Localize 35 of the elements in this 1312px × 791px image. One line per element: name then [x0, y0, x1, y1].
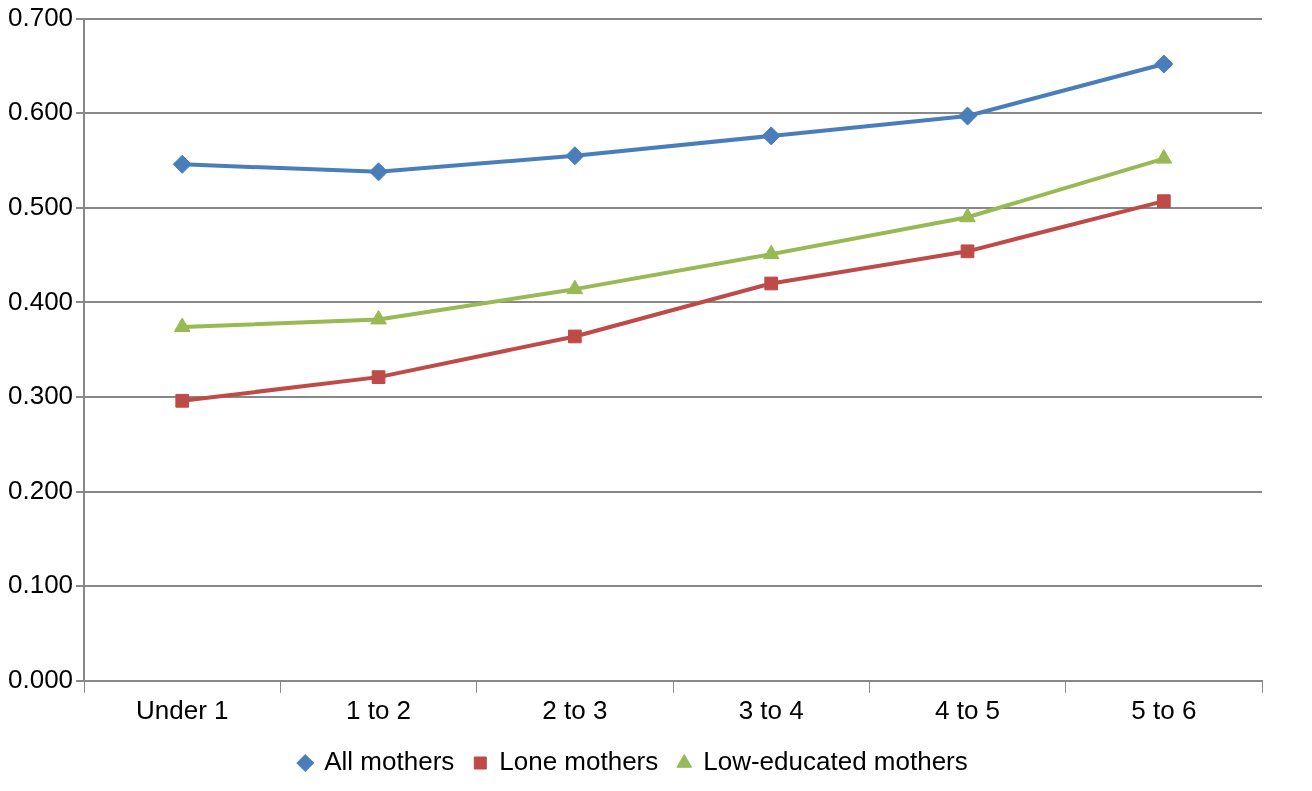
point [369, 162, 389, 182]
point [1154, 54, 1174, 74]
point [566, 279, 584, 295]
point [370, 309, 387, 325]
y-tick-label: 0.100 [7, 569, 74, 600]
point [173, 317, 191, 332]
y-tick-label: 0.000 [7, 663, 74, 694]
legend-label: All mothers [324, 746, 455, 777]
x-tick-label: 2 to 3 [542, 694, 608, 725]
x-tick-label: 4 to 5 [934, 694, 1001, 725]
point [764, 276, 779, 291]
legend-label: Low-educated mothers [703, 746, 968, 777]
point [960, 244, 975, 259]
point [958, 106, 978, 126]
point [1156, 194, 1171, 209]
x-tick-label: Under 1 [135, 694, 229, 725]
y-tick-label: 0.400 [7, 285, 74, 316]
point [761, 126, 781, 146]
y-tick-label: 0.200 [7, 474, 74, 505]
legend-label: Lone mothers [499, 746, 659, 777]
y-tick-label: 0.300 [7, 380, 74, 411]
x-tick-label: 5 to 6 [1131, 694, 1197, 725]
point [172, 154, 192, 174]
point [371, 370, 386, 384]
point [568, 329, 582, 344]
y-tick-label: 0.600 [7, 96, 74, 127]
point [762, 244, 780, 260]
point [959, 207, 976, 223]
x-tick-label: 1 to 2 [346, 694, 412, 725]
x-tick-label: 3 to 4 [738, 694, 804, 725]
y-tick-label: 0.700 [7, 1, 74, 32]
point [1155, 149, 1173, 164]
point [175, 393, 190, 408]
point [565, 146, 585, 166]
y-tick-label: 0.500 [7, 190, 74, 221]
